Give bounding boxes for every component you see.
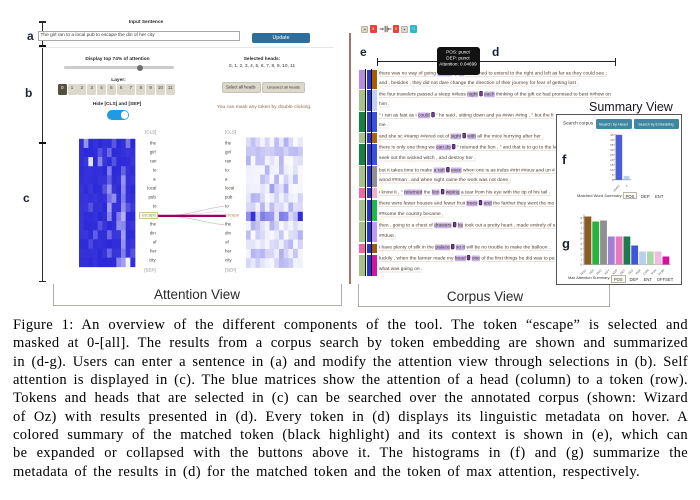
svg-text:40: 40	[610, 138, 614, 142]
svg-text:NOU: NOU	[580, 268, 588, 276]
svg-text:5: 5	[580, 237, 582, 241]
svg-text:3: 3	[580, 247, 582, 251]
svg-text:punct: punct	[612, 184, 620, 192]
svg-text:ADP: ADP	[611, 268, 618, 275]
svg-text:0: 0	[612, 178, 614, 182]
svg-text:2: 2	[580, 252, 582, 256]
svg-text:ADJ: ADJ	[627, 268, 634, 275]
svg-text:PAR: PAR	[635, 268, 643, 276]
svg-text:ADV: ADV	[603, 268, 610, 275]
svg-text:30: 30	[610, 148, 614, 152]
svg-text:35: 35	[610, 143, 614, 147]
svg-text:5: 5	[612, 173, 614, 177]
svg-text:10: 10	[610, 168, 614, 172]
svg-text:45: 45	[610, 133, 614, 137]
svg-text:25: 25	[610, 153, 614, 157]
svg-text:VER: VER	[588, 268, 596, 276]
svg-text:x: x	[625, 184, 629, 188]
svg-text:0: 0	[580, 263, 582, 267]
svg-text:1: 1	[580, 258, 582, 262]
svg-text:15: 15	[610, 163, 614, 167]
svg-text:CON: CON	[642, 268, 650, 276]
svg-text:6: 6	[580, 232, 582, 236]
svg-text:8: 8	[580, 221, 582, 225]
svg-text:20: 20	[610, 158, 614, 162]
svg-text:PUN: PUN	[650, 268, 657, 275]
svg-text:9: 9	[580, 216, 582, 220]
svg-text:DET: DET	[619, 268, 626, 275]
svg-text:NUM: NUM	[658, 268, 666, 276]
svg-text:PRO: PRO	[595, 268, 603, 276]
svg-text:7: 7	[580, 226, 582, 230]
svg-text:4: 4	[580, 242, 582, 246]
